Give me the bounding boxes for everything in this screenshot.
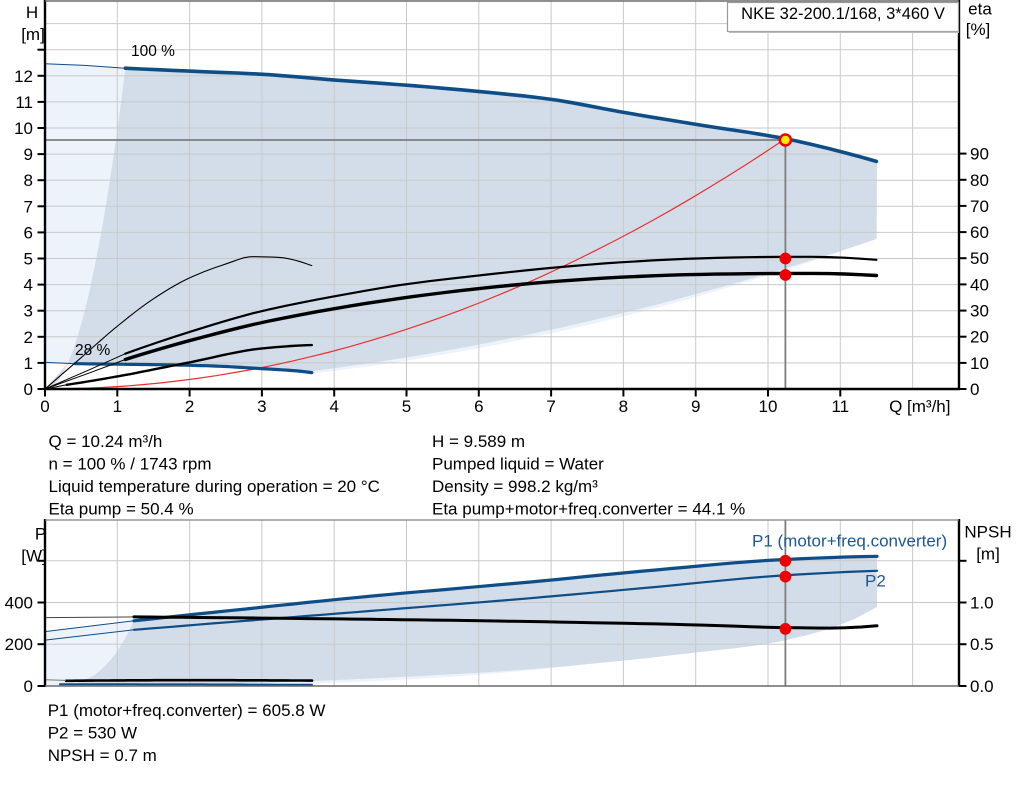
svg-text:Pumped liquid = Water: Pumped liquid = Water <box>432 454 604 473</box>
svg-text:[W]: [W] <box>21 547 47 566</box>
svg-text:8: 8 <box>24 171 33 190</box>
svg-text:6: 6 <box>474 397 483 416</box>
svg-text:P1 (motor+freq.converter): P1 (motor+freq.converter) <box>752 532 947 551</box>
svg-text:50: 50 <box>970 249 989 268</box>
svg-text:P2: P2 <box>865 572 886 591</box>
svg-text:100 %: 100 % <box>131 43 175 60</box>
svg-text:2: 2 <box>24 328 33 347</box>
svg-text:0: 0 <box>24 380 33 399</box>
svg-text:80: 80 <box>970 171 989 190</box>
svg-text:90: 90 <box>970 145 989 164</box>
svg-text:Density = 998.2 kg/m³: Density = 998.2 kg/m³ <box>432 477 598 496</box>
svg-text:H = 9.589 m: H = 9.589 m <box>432 432 525 451</box>
svg-text:4: 4 <box>24 276 33 295</box>
svg-text:Q [m³/h]: Q [m³/h] <box>889 397 950 416</box>
svg-text:H: H <box>26 3 38 22</box>
svg-text:28 %: 28 % <box>75 342 111 359</box>
svg-text:5: 5 <box>24 250 33 269</box>
svg-text:20: 20 <box>970 328 989 347</box>
svg-text:70: 70 <box>970 197 989 216</box>
svg-text:7: 7 <box>24 197 33 216</box>
svg-text:Eta pump+motor+freq.converter: Eta pump+motor+freq.converter = 44.1 % <box>432 499 745 518</box>
svg-text:60: 60 <box>970 223 989 242</box>
svg-text:Eta pump = 50.4 %: Eta pump = 50.4 % <box>49 499 194 518</box>
svg-text:NPSH = 0.7 m: NPSH = 0.7 m <box>48 746 157 765</box>
svg-text:[m]: [m] <box>21 25 45 44</box>
svg-text:6: 6 <box>24 223 33 242</box>
svg-text:[m]: [m] <box>976 545 1000 564</box>
svg-text:Q = 10.24 m³/h: Q = 10.24 m³/h <box>49 432 163 451</box>
svg-text:NPSH: NPSH <box>964 523 1011 542</box>
svg-text:9: 9 <box>691 397 700 416</box>
svg-text:9: 9 <box>24 145 33 164</box>
svg-text:0.5: 0.5 <box>970 635 994 654</box>
svg-text:4: 4 <box>329 397 338 416</box>
svg-text:P2 = 530 W: P2 = 530 W <box>48 724 137 743</box>
svg-text:11: 11 <box>831 397 849 416</box>
svg-text:0: 0 <box>40 397 49 416</box>
svg-text:11: 11 <box>15 93 33 112</box>
svg-text:1.0: 1.0 <box>970 594 994 613</box>
svg-text:eta: eta <box>968 0 992 19</box>
svg-text:0.0: 0.0 <box>970 677 994 696</box>
svg-text:[%]: [%] <box>966 20 991 39</box>
svg-text:2: 2 <box>185 397 194 416</box>
svg-text:10: 10 <box>14 119 33 138</box>
svg-text:3: 3 <box>24 302 33 321</box>
svg-text:12: 12 <box>14 67 33 86</box>
svg-text:8: 8 <box>619 397 628 416</box>
svg-text:40: 40 <box>970 275 989 294</box>
svg-text:P1 (motor+freq.converter) = 60: P1 (motor+freq.converter) = 605.8 W <box>48 701 326 720</box>
svg-text:1: 1 <box>113 397 122 416</box>
svg-text:0: 0 <box>24 677 33 696</box>
svg-text:200: 200 <box>5 635 33 654</box>
svg-text:Liquid temperature during oper: Liquid temperature during operation = 20… <box>49 477 380 496</box>
svg-text:P: P <box>35 525 46 544</box>
svg-text:3: 3 <box>257 397 266 416</box>
svg-text:n = 100 % / 1743 rpm: n = 100 % / 1743 rpm <box>49 454 212 473</box>
svg-text:400: 400 <box>5 594 33 613</box>
svg-text:1: 1 <box>24 354 33 373</box>
svg-text:5: 5 <box>402 397 411 416</box>
svg-text:10: 10 <box>759 397 778 416</box>
svg-text:0: 0 <box>970 380 979 399</box>
svg-text:30: 30 <box>970 302 989 321</box>
svg-text:NKE 32-200.1/168, 3*460 V: NKE 32-200.1/168, 3*460 V <box>741 5 945 23</box>
svg-text:10: 10 <box>970 354 989 373</box>
svg-text:7: 7 <box>546 397 555 416</box>
